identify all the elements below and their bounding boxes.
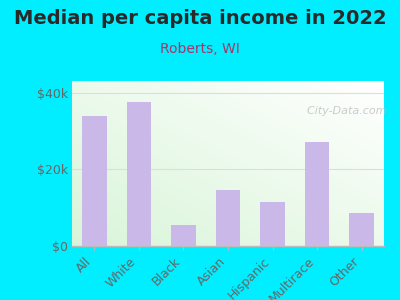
Text: Roberts, WI: Roberts, WI — [160, 42, 240, 56]
Bar — [305, 142, 330, 246]
Text: City-Data.com: City-Data.com — [300, 106, 386, 116]
Bar — [260, 202, 285, 246]
Bar — [126, 102, 151, 246]
Bar — [216, 190, 240, 246]
Bar — [350, 213, 374, 246]
Bar — [171, 225, 196, 246]
Bar — [82, 116, 106, 246]
Text: Median per capita income in 2022: Median per capita income in 2022 — [14, 9, 386, 28]
